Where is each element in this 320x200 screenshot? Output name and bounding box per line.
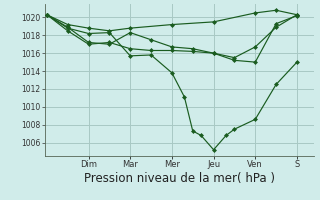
X-axis label: Pression niveau de la mer( hPa ): Pression niveau de la mer( hPa ) [84,172,275,185]
